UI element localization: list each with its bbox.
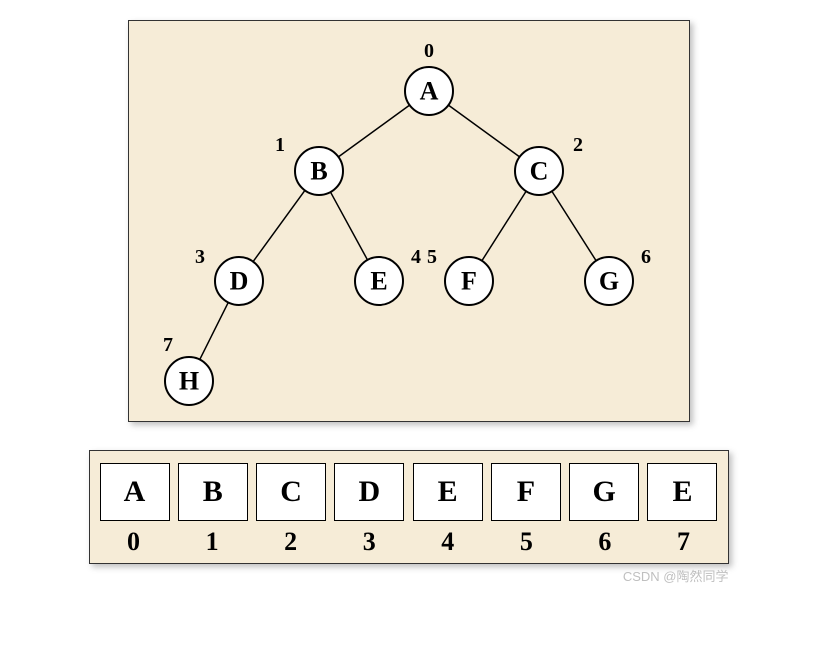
array-cell: E	[647, 463, 717, 521]
array-cell: C	[256, 463, 326, 521]
tree-edge	[551, 191, 595, 261]
tree-edge	[338, 105, 409, 157]
tree-node-A: A0	[405, 40, 453, 115]
tree-edge	[199, 302, 228, 359]
tree-edge	[481, 191, 525, 261]
array-index: 3	[335, 527, 403, 557]
node-label: F	[461, 267, 477, 296]
array-index: 6	[571, 527, 639, 557]
tree-edge	[330, 192, 367, 260]
array-cell: A	[100, 463, 170, 521]
array-cell: F	[491, 463, 561, 521]
node-index: 1	[275, 134, 285, 156]
array-panel: ABCDEFGE 01234567	[89, 450, 729, 564]
array-indices-row: 01234567	[100, 527, 718, 557]
tree-node-B: B1	[275, 134, 343, 195]
array-cell: G	[569, 463, 639, 521]
node-label: G	[598, 267, 618, 296]
tree-diagram-panel: A0B1C2D3E4F5G6H7	[128, 20, 690, 422]
array-cell: B	[178, 463, 248, 521]
array-index: 5	[492, 527, 560, 557]
node-index: 6	[641, 246, 651, 268]
node-label: E	[370, 267, 387, 296]
node-index: 7	[163, 334, 173, 356]
array-cell: D	[334, 463, 404, 521]
array-index: 0	[100, 527, 168, 557]
node-label: A	[419, 77, 438, 106]
array-index: 1	[178, 527, 246, 557]
tree-node-D: D3	[195, 246, 263, 305]
array-index: 2	[257, 527, 325, 557]
tree-node-F: F5	[427, 246, 493, 305]
tree-edge	[253, 190, 305, 261]
node-label: H	[178, 367, 198, 396]
node-label: B	[310, 157, 327, 186]
node-label: C	[529, 157, 548, 186]
array-index: 7	[649, 527, 717, 557]
node-index: 2	[573, 134, 583, 156]
tree-node-G: G6	[585, 246, 651, 305]
tree-node-C: C2	[515, 134, 583, 195]
tree-node-H: H7	[163, 334, 213, 405]
array-cells-row: ABCDEFGE	[100, 463, 718, 521]
tree-svg: A0B1C2D3E4F5G6H7	[129, 21, 689, 421]
node-index: 4	[411, 246, 421, 268]
node-index: 3	[195, 246, 205, 268]
node-index: 5	[427, 246, 437, 268]
array-cell: E	[413, 463, 483, 521]
watermark-text: CSDN @陶然同学	[89, 566, 729, 585]
node-index: 0	[424, 40, 434, 62]
tree-edge	[448, 105, 519, 157]
array-index: 4	[414, 527, 482, 557]
node-label: D	[229, 267, 248, 296]
